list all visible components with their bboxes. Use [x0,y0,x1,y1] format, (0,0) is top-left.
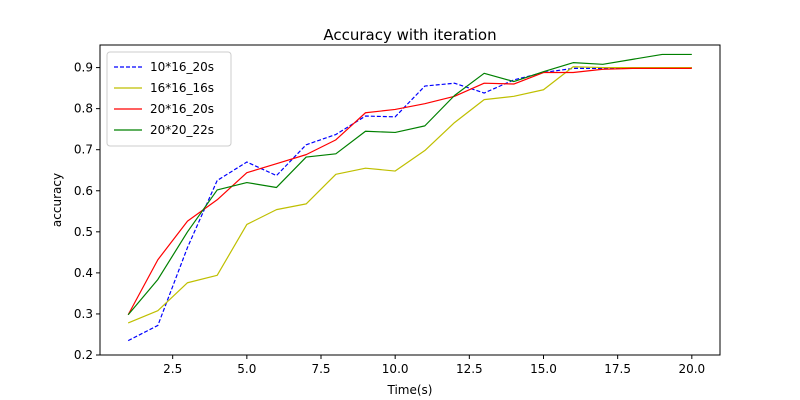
x-tick-label: 17.5 [604,362,631,376]
y-tick-label: 0.2 [74,348,93,362]
x-tick-label: 7.5 [311,362,330,376]
plot-area-frame [99,44,721,356]
y-tick-label: 0.6 [74,184,93,198]
x-tick-label: 5.0 [237,362,256,376]
y-tick-label: 0.9 [74,61,93,75]
legend: 10*16_20s 16*16_16s 20*16_20s 20*20_22s [106,51,232,147]
x-tick-label: 12.5 [456,362,483,376]
y-tick-label: 0.8 [74,102,93,116]
y-tick-label: 0.4 [74,266,93,280]
x-axis-label: Time(s) [387,383,433,397]
y-axis-label: accuracy [50,173,64,227]
y-axis-ticks: 0.2 0.3 0.4 0.5 0.6 0.7 0.8 0.9 [74,61,100,362]
series-line-1 [127,66,692,342]
y-tick-label: 0.5 [74,225,93,239]
series-line-3 [127,67,692,316]
x-tick-label: 15.0 [530,362,557,376]
x-axis-ticks: 2.5 5.0 7.5 10.0 12.5 15.0 17.5 20.0 [163,355,705,376]
x-tick-label: 20.0 [678,362,705,376]
legend-label-4: 20*20_22s [150,123,214,137]
legend-label-1: 10*16_20s [150,60,214,74]
series-lines [127,53,692,342]
series-line-2 [127,66,692,324]
x-tick-label: 2.5 [163,362,182,376]
legend-label-3: 20*16_20s [150,102,214,116]
series-line-4 [127,53,692,316]
y-tick-label: 0.3 [74,307,93,321]
x-tick-label: 10.0 [382,362,409,376]
legend-box [106,51,232,147]
chart-title: Accuracy with iteration [323,26,496,44]
legend-label-2: 16*16_16s [150,81,214,95]
y-tick-label: 0.7 [74,143,93,157]
